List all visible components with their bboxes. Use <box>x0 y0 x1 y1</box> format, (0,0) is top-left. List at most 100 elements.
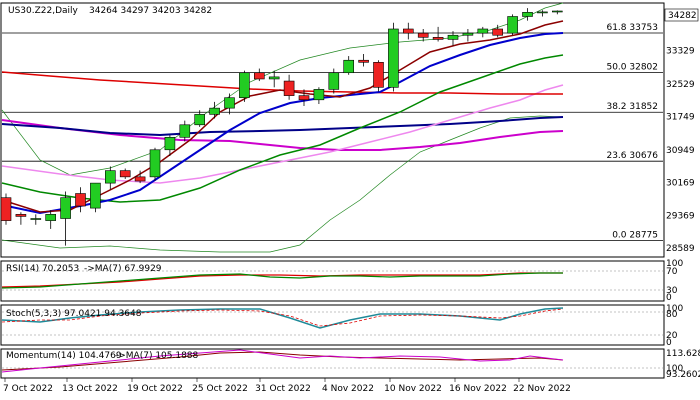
price-axis-label: 33329 <box>666 47 695 57</box>
bollinger-lower-line <box>1 115 564 253</box>
candle <box>492 24 504 38</box>
rsi-axis-0: 0 <box>666 293 672 303</box>
current-price-label: 34282 <box>668 11 697 21</box>
fib-label: 38.2 31852 <box>606 102 658 112</box>
momentum-axis-100: 100 <box>666 364 683 374</box>
candle-body-down <box>358 59 369 63</box>
candle <box>45 210 57 229</box>
candle-body-down <box>432 37 444 40</box>
candle <box>105 166 116 190</box>
momentum-panel[interactable] <box>0 348 665 379</box>
price-axis-label: 30169 <box>666 178 695 188</box>
candle-body-up <box>462 32 474 36</box>
candle <box>60 191 71 246</box>
candle-body-up <box>388 28 399 88</box>
candle-body-up <box>194 114 205 126</box>
candle <box>402 22 414 40</box>
candle-body-down <box>298 95 310 101</box>
candle-body-up <box>45 214 57 221</box>
candle-body-down <box>134 176 146 182</box>
candle <box>30 214 42 225</box>
candle-body-down <box>283 80 295 96</box>
candle <box>90 182 101 213</box>
rsi-label: RSI(14) 70.2053 <box>6 264 79 274</box>
main-panel[interactable] <box>0 2 665 258</box>
candle-body-down <box>492 28 504 36</box>
candle <box>343 56 355 75</box>
candle-body-down <box>15 214 27 217</box>
candle <box>15 212 27 225</box>
candle <box>313 87 325 104</box>
date-label: 13 Oct 2022 <box>62 384 118 394</box>
momentum-axis-high: 113.6287 <box>666 349 700 359</box>
price-axis-label: 30949 <box>666 146 695 156</box>
rsi-line <box>1 272 563 289</box>
candle-body-up <box>239 72 250 99</box>
price-axis-label: 32529 <box>666 80 695 90</box>
stoch-axis-80: 80 <box>666 310 678 320</box>
date-label: 16 Nov 2022 <box>449 384 507 394</box>
candle <box>268 70 280 88</box>
price-axis: 3410933329325293174930949301692936928589 <box>666 14 695 254</box>
candle-body-up <box>328 72 340 90</box>
candle <box>149 147 161 182</box>
momentum-axis-low: 93.2602 <box>666 370 700 380</box>
candle-body-up <box>105 170 116 184</box>
candle-body-up <box>313 89 325 101</box>
candle <box>477 26 489 38</box>
stoch-axis-0: 0 <box>666 338 672 348</box>
fib-label: 23.6 30676 <box>606 151 658 161</box>
candle <box>194 110 205 127</box>
candle-body-up <box>477 28 489 34</box>
chart-title: US30.Z22,Daily <box>8 6 79 16</box>
candle-body-down <box>75 193 86 207</box>
fib-label: 50.0 32802 <box>606 63 658 73</box>
candle-body-up <box>149 149 161 178</box>
rsi-ma-label: ->MA(7) 67.9929 <box>84 264 162 274</box>
candle <box>328 68 340 94</box>
candle <box>75 187 86 213</box>
candle-body-down <box>373 62 384 88</box>
momentum-ma-line <box>1 351 564 371</box>
candle <box>209 101 220 119</box>
candle <box>373 60 384 92</box>
price-axis-label: 31749 <box>666 113 695 123</box>
momentum-line <box>1 349 564 373</box>
fib-label: 0.0 28775 <box>612 230 658 240</box>
candle-body-up <box>209 107 220 115</box>
ma-blue-line <box>1 32 564 215</box>
momentum-ma-label: ->MA(7) 105.1888 <box>115 351 199 361</box>
stoch-main-line <box>1 307 564 329</box>
candle <box>164 135 176 157</box>
stoch-axis-100: 100 <box>666 304 683 314</box>
date-label: 25 Oct 2022 <box>192 384 248 394</box>
candle <box>507 14 518 36</box>
current-price-tag <box>664 8 699 22</box>
indicator-lines <box>1 2 564 253</box>
candle <box>522 8 533 21</box>
candle-body-up <box>224 97 235 109</box>
date-label: 7 Oct 2022 <box>3 384 53 394</box>
date-label: 4 Nov 2022 <box>322 384 374 394</box>
date-label: 10 Nov 2022 <box>384 384 442 394</box>
candle <box>283 74 295 100</box>
candle-body-up <box>179 124 191 138</box>
candle <box>432 26 444 42</box>
candle <box>358 53 369 67</box>
candle <box>0 193 12 225</box>
candle-body-down <box>417 32 429 38</box>
ohlc-values: 34264 34297 34203 34282 <box>89 6 212 16</box>
candle <box>537 10 548 17</box>
candle-body-up <box>522 12 533 17</box>
fib-label: 61.8 33753 <box>606 23 658 33</box>
stoch-axis-20: 20 <box>666 331 678 341</box>
candle-body-up <box>343 59 355 74</box>
candles <box>0 8 563 246</box>
date-label: 22 Nov 2022 <box>513 384 571 394</box>
rsi-axis-30: 30 <box>666 286 678 296</box>
price-axis-label: 28589 <box>666 244 695 254</box>
ma-dark-red-line <box>1 20 564 213</box>
candle <box>119 168 131 179</box>
rsi-panel[interactable] <box>0 260 665 302</box>
